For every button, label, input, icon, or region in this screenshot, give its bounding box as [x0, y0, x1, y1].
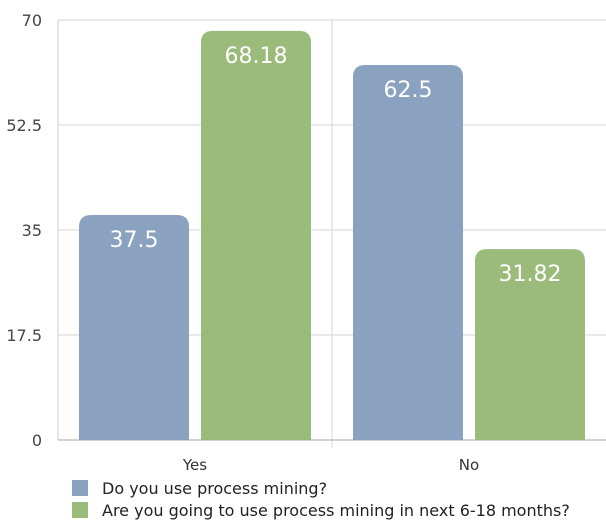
bar-no-series-1 [353, 65, 463, 440]
legend-item-series-1: Do you use process mining? [72, 477, 602, 499]
y-tick-label: 17.5 [6, 326, 42, 345]
bar-value-label: 37.5 [110, 228, 159, 253]
y-tick-label: 52.5 [6, 116, 42, 135]
legend: Do you use process mining? Are you going… [72, 477, 602, 521]
bar-yes-series-2 [201, 30, 311, 440]
legend-label-series-2: Are you going to use process mining in n… [102, 500, 570, 520]
bar-value-label: 31.82 [499, 262, 562, 287]
legend-swatch-series-1 [72, 480, 88, 496]
x-category-label-yes: Yes [182, 456, 207, 474]
bar-value-label: 62.5 [384, 78, 433, 103]
bar-no-series-2 [475, 249, 585, 440]
y-tick-label: 35 [22, 221, 42, 240]
bar-yes-series-1 [79, 215, 189, 440]
y-tick-label: 70 [22, 11, 42, 30]
legend-swatch-series-2 [72, 502, 88, 518]
legend-label-series-1: Do you use process mining? [102, 478, 328, 498]
x-category-label-no: No [459, 456, 479, 474]
y-tick-label: 0 [32, 431, 42, 450]
legend-item-series-2: Are you going to use process mining in n… [72, 499, 602, 521]
bar-value-label: 68.18 [225, 44, 288, 69]
